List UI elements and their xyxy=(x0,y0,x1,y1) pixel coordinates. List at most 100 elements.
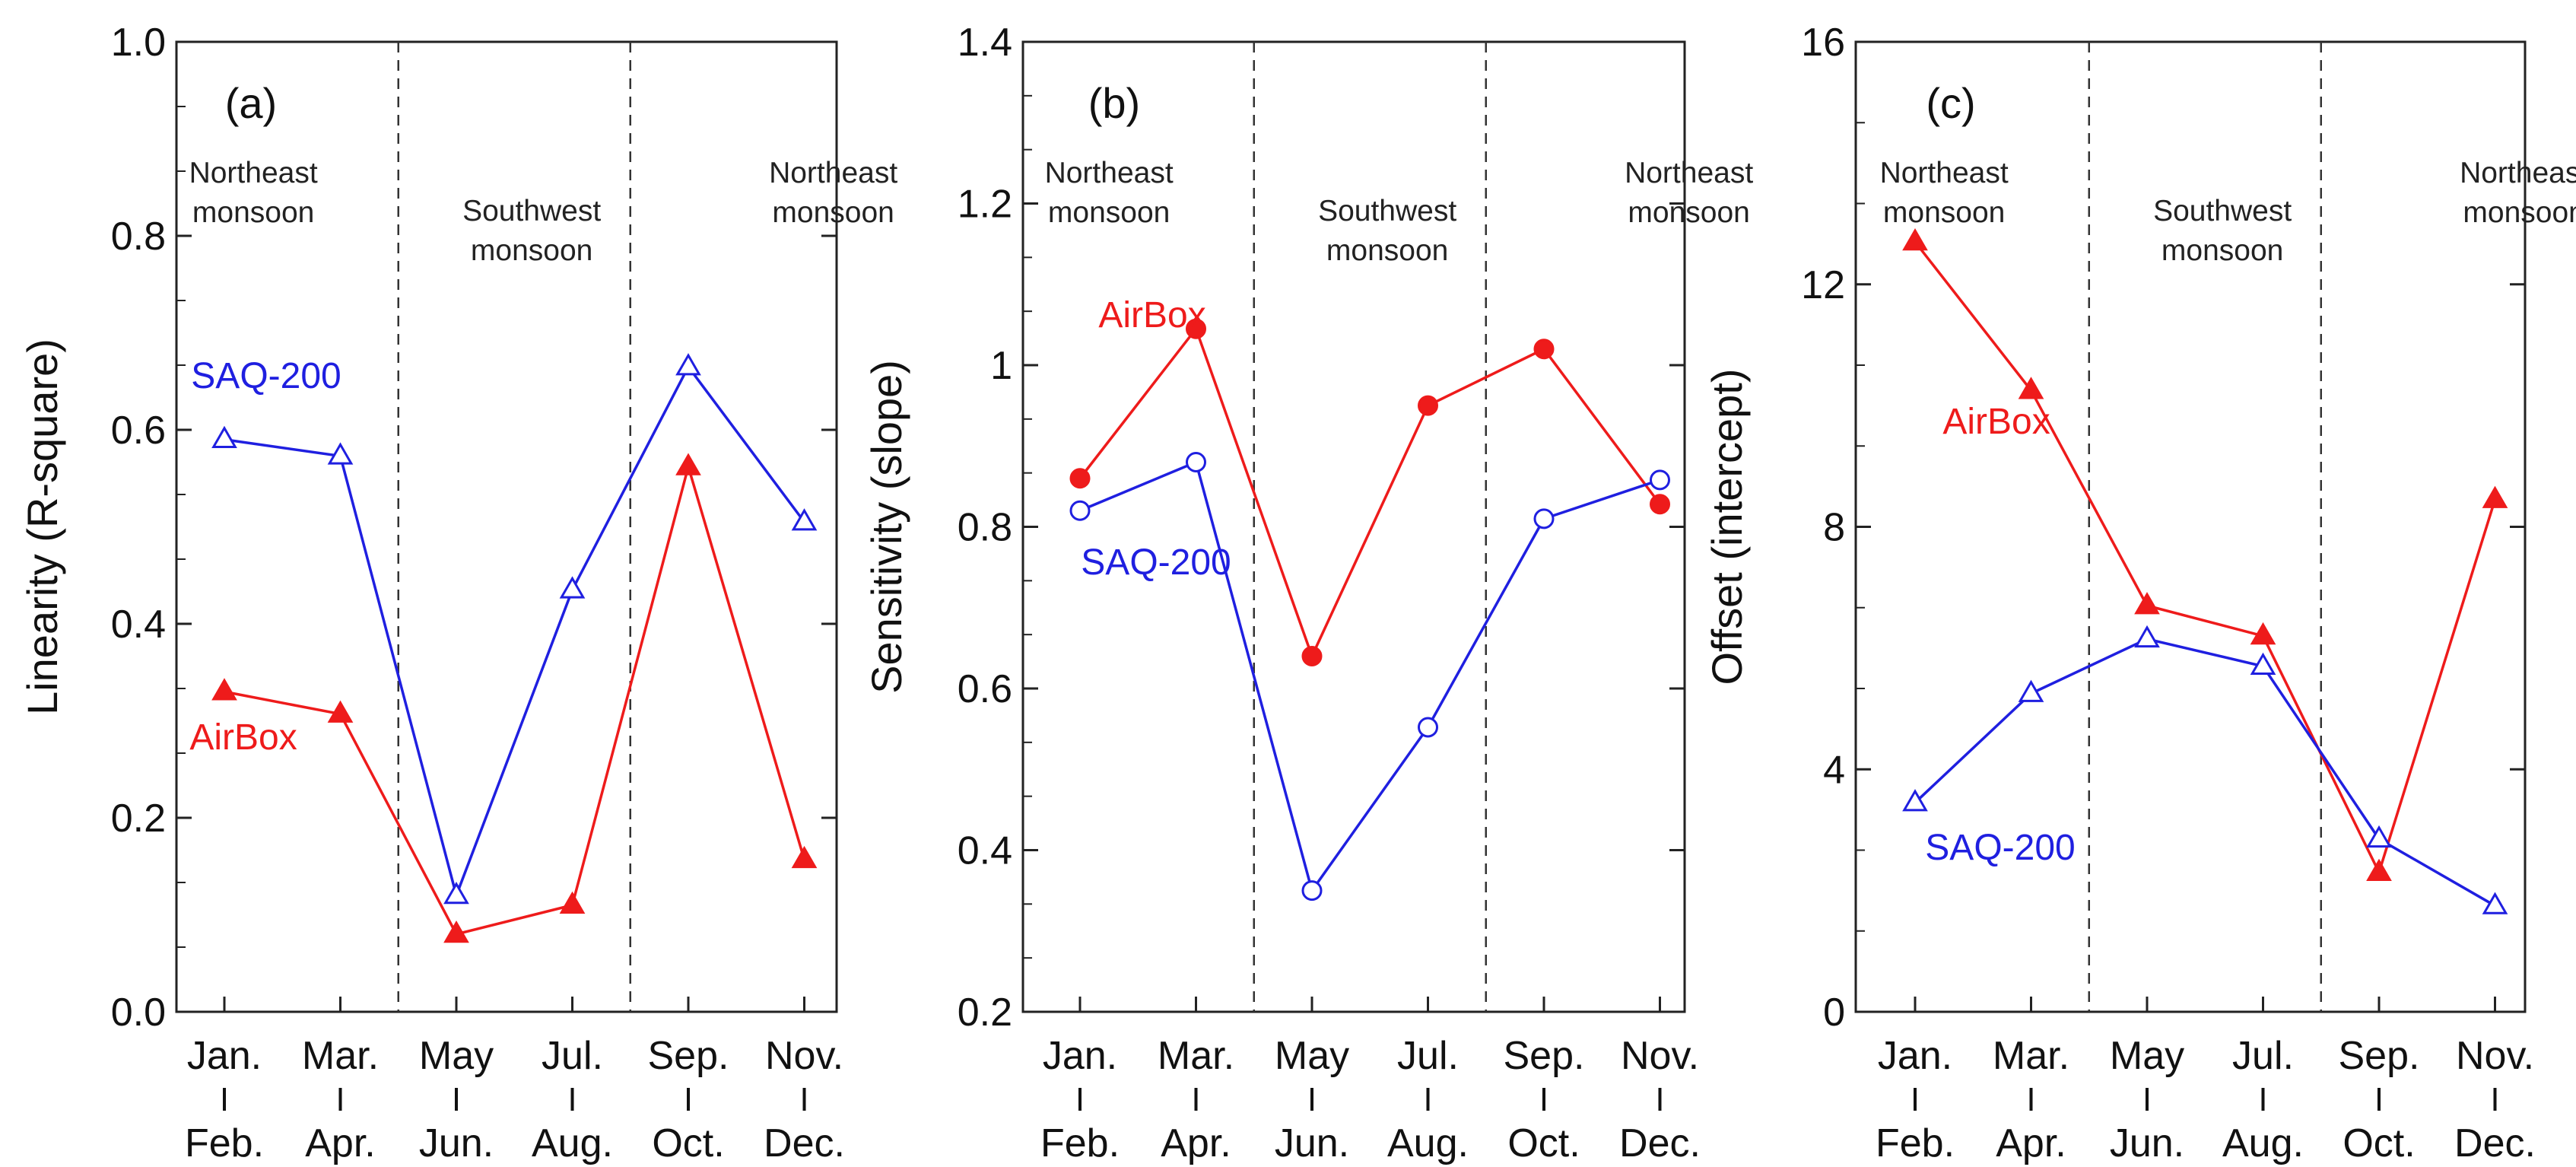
y-tick-label: 1.0 xyxy=(111,21,166,65)
panel-c: 0 4 8 12 16 Offset (intercept) (c) Northeast mon… xyxy=(1703,21,2576,1165)
data-point xyxy=(1533,339,1555,360)
x-tick-label-top: Jul. xyxy=(2232,1034,2294,1078)
y-tick-label: 0.4 xyxy=(111,603,166,647)
y-tick-label: 0 xyxy=(1823,991,1845,1035)
x-tick-label-bottom: Feb. xyxy=(185,1121,264,1165)
region-label: Southwest xyxy=(462,195,601,227)
x-tick-label-bottom: Dec. xyxy=(764,1121,845,1165)
x-tick-label-top: Sep. xyxy=(2339,1034,2420,1078)
data-point xyxy=(1650,494,1670,515)
region-label: Northeast xyxy=(2460,157,2576,189)
x-tick-label-bottom: Aug. xyxy=(2222,1121,2304,1165)
y-tick-label: 1.2 xyxy=(958,183,1012,227)
x-tick-label-bottom: Oct. xyxy=(1507,1121,1580,1165)
data-point xyxy=(2018,679,2044,702)
x-tick-label-top: May xyxy=(419,1034,494,1078)
data-point xyxy=(1186,318,1206,339)
series-saq-200: SAQ-200 xyxy=(1902,625,2508,914)
region-label: Northeast xyxy=(1045,157,1174,189)
data-point xyxy=(1301,880,1323,901)
data-point xyxy=(2366,825,2392,848)
x-tick-label-top: May xyxy=(2110,1034,2184,1078)
x-tick-label-bottom: Jun. xyxy=(2110,1121,2184,1165)
x-tick-label-bottom: Aug. xyxy=(532,1121,613,1165)
y-tick-label: 1 xyxy=(990,344,1012,388)
y-tick-label: 0.2 xyxy=(958,991,1012,1035)
data-point xyxy=(1902,789,1928,812)
series-line xyxy=(224,461,806,936)
x-tick-label-bottom: Dec. xyxy=(2454,1121,2536,1165)
series-saq-200: SAQ-200 xyxy=(1069,452,1670,901)
region-label: monsoon xyxy=(1628,196,1749,229)
region-label: monsoon xyxy=(1048,196,1170,229)
data-point xyxy=(1186,452,1206,472)
region-label: monsoon xyxy=(471,234,592,267)
x-tick-label-bottom: Feb. xyxy=(1040,1121,1120,1165)
data-point xyxy=(327,700,354,723)
x-tick-label-top: Nov. xyxy=(765,1034,843,1078)
data-point xyxy=(559,891,586,914)
region-label: monsoon xyxy=(1326,234,1448,267)
data-point xyxy=(327,442,354,465)
y-tick-label: 0.8 xyxy=(111,215,166,259)
y-tick-label: 0.0 xyxy=(111,991,166,1035)
y-tick-label: 0.4 xyxy=(958,829,1012,873)
x-tick-label-bottom: Feb. xyxy=(1876,1121,1955,1165)
data-point xyxy=(2482,485,2508,508)
y-tick-label: 0.8 xyxy=(958,506,1012,550)
data-point xyxy=(2250,622,2276,645)
x-tick-label-top: Mar. xyxy=(302,1034,379,1078)
data-point xyxy=(211,678,237,701)
x-tick-label-top: Jan. xyxy=(1878,1034,1952,1078)
data-point xyxy=(1418,395,1438,416)
x-tick-label-bottom: Apr. xyxy=(1996,1121,2066,1165)
x-tick-label-top: Sep. xyxy=(648,1034,729,1078)
x-tick-label-bottom: Apr. xyxy=(305,1121,376,1165)
x-tick-label-top: Jan. xyxy=(1043,1034,1117,1078)
x-tick-label-top: Nov. xyxy=(2456,1034,2534,1078)
region-label: Northeast xyxy=(1880,157,2009,189)
x-tick-label-bottom: Aug. xyxy=(1387,1121,1469,1165)
y-tick-label: 0.6 xyxy=(111,409,166,453)
series-line xyxy=(1914,240,2497,876)
data-point xyxy=(791,845,818,869)
y-tick-label: 16 xyxy=(1801,21,1845,65)
series-airbox: AirBox xyxy=(1902,227,2508,881)
series-line xyxy=(1914,638,2496,908)
series-line xyxy=(1078,326,1661,660)
data-point xyxy=(1069,500,1091,521)
x-tick-label-top: Jul. xyxy=(542,1034,603,1078)
data-point xyxy=(675,353,701,376)
series-label: SAQ-200 xyxy=(1081,542,1231,583)
data-point xyxy=(559,576,586,599)
panel-a: 0.0 0.2 0.4 0.6 0.8 1.0 Linearity (R-square) (a… xyxy=(18,21,897,1165)
region-label: monsoon xyxy=(2463,196,2576,229)
x-tick-label-top: Mar. xyxy=(1993,1034,2069,1078)
region-label: monsoon xyxy=(192,196,314,229)
y-axis-label: Linearity (R-square) xyxy=(18,339,66,715)
series-saq-200: SAQ-200 xyxy=(191,353,818,905)
data-point xyxy=(2018,377,2044,399)
data-point xyxy=(2250,652,2276,676)
data-point xyxy=(2134,625,2160,648)
series-airbox: AirBox xyxy=(189,453,818,943)
data-point xyxy=(1069,468,1091,489)
series-airbox: AirBox xyxy=(1069,295,1670,666)
y-tick-label: 8 xyxy=(1823,506,1845,550)
region-label: monsoon xyxy=(2161,234,2283,267)
x-tick-label-top: Jul. xyxy=(1397,1034,1459,1078)
region-label: Northeast xyxy=(769,157,897,189)
series-label: AirBox xyxy=(189,717,297,758)
y-axis-label: Offset (intercept) xyxy=(1703,368,1751,685)
x-tick-label-top: Mar. xyxy=(1158,1034,1234,1078)
series-label: AirBox xyxy=(1942,402,2050,442)
x-tick-label-bottom: Oct. xyxy=(652,1121,724,1165)
y-tick-label: 12 xyxy=(1801,263,1845,307)
panel-tag: (b) xyxy=(1088,79,1140,127)
y-axis-label: Sensitivity (slope) xyxy=(862,360,910,694)
data-point xyxy=(1301,646,1323,666)
x-tick-label-top: May xyxy=(1275,1034,1349,1078)
x-tick-label-top: Jan. xyxy=(187,1034,262,1078)
x-tick-label-top: Sep. xyxy=(1504,1034,1585,1078)
